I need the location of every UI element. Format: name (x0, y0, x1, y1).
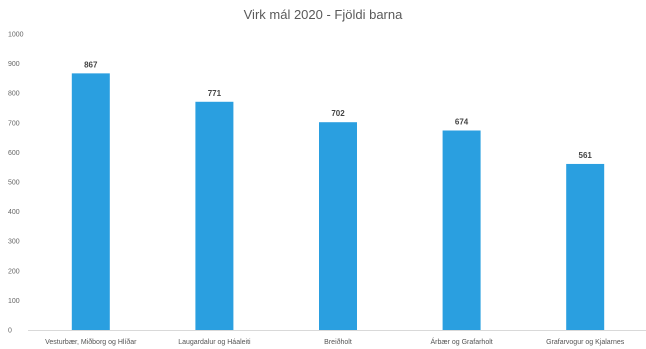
chart-title: Virk mál 2020 - Fjöldi barna (244, 7, 403, 22)
y-tick-label: 200 (8, 268, 20, 275)
y-tick-label: 800 (8, 91, 20, 98)
y-axis: 0 100 200 300 400 500 600 700 800 900 1000 (8, 32, 24, 335)
bar (319, 122, 357, 330)
data-label: 867 (84, 60, 98, 69)
category-label: Árbær og Grafarholt (430, 337, 492, 346)
bar (442, 130, 481, 330)
y-tick-label: 300 (8, 239, 20, 246)
y-tick-label: 0 (8, 328, 12, 335)
y-tick-label: 500 (8, 180, 20, 187)
category-label: Laugardalur og Háaleiti (178, 339, 251, 346)
bars-group: 867 771 702 674 561 (71, 60, 605, 331)
category-label: Breiðholt (324, 338, 352, 346)
y-tick-label: 400 (8, 209, 20, 216)
category-label: Vesturbær, Miðborg og Hlíðar (45, 338, 137, 346)
data-label: 561 (579, 151, 593, 160)
y-tick-label: 1000 (8, 32, 24, 39)
bar (71, 73, 110, 331)
y-tick-label: 900 (8, 61, 20, 68)
y-tick-label: 600 (8, 150, 20, 157)
x-axis: Vesturbær, Miðborg og Hlíðar Laugardalur … (28, 330, 646, 346)
y-tick-label: 100 (8, 298, 20, 305)
bar (195, 101, 234, 330)
data-label: 771 (208, 89, 222, 98)
category-label: Grafarvogur og Kjalarnes (546, 339, 625, 346)
data-label: 702 (331, 109, 345, 118)
bar (566, 163, 605, 330)
data-label: 674 (455, 117, 469, 126)
y-tick-label: 700 (8, 120, 20, 127)
